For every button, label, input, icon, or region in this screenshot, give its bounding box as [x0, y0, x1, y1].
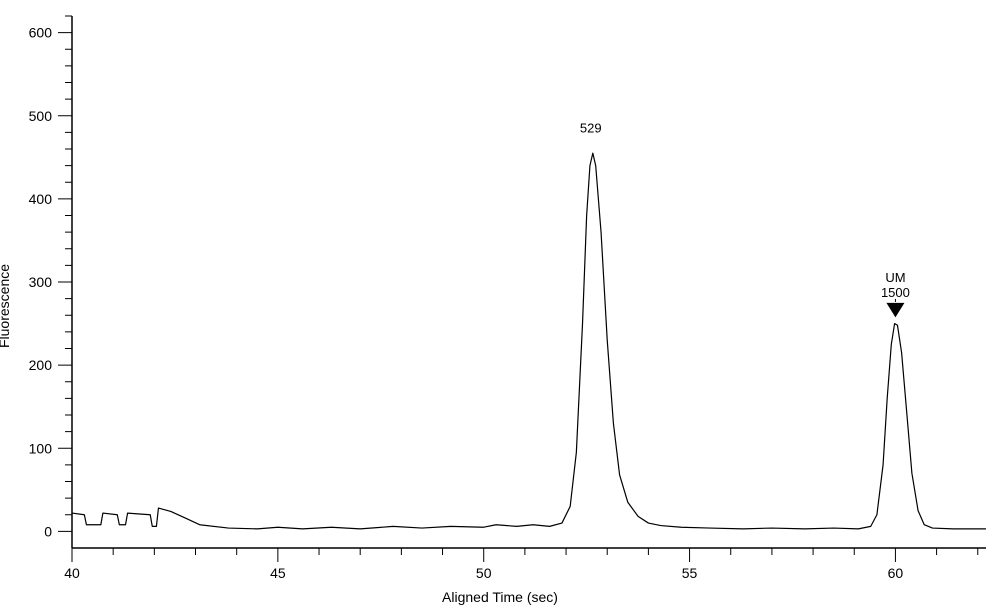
svg-text:200: 200: [29, 357, 53, 373]
svg-text:55: 55: [682, 565, 698, 581]
svg-text:400: 400: [29, 191, 53, 207]
svg-text:UM: UM: [885, 270, 905, 285]
svg-text:529: 529: [580, 120, 602, 135]
svg-text:60: 60: [888, 565, 904, 581]
chart-svg: 40455055600100200300400500600529UM1500: [0, 0, 1000, 611]
svg-text:300: 300: [29, 274, 53, 290]
svg-text:45: 45: [270, 565, 286, 581]
y-axis-label: Fluorescence: [0, 263, 12, 347]
svg-text:50: 50: [476, 565, 492, 581]
electropherogram-chart: 40455055600100200300400500600529UM1500 F…: [0, 0, 1000, 611]
svg-text:0: 0: [44, 523, 52, 539]
svg-text:600: 600: [29, 25, 53, 41]
svg-text:500: 500: [29, 108, 53, 124]
svg-text:40: 40: [64, 565, 80, 581]
x-axis-label: Aligned Time (sec): [0, 589, 1000, 605]
svg-text:1500: 1500: [881, 285, 910, 300]
svg-text:100: 100: [29, 440, 53, 456]
